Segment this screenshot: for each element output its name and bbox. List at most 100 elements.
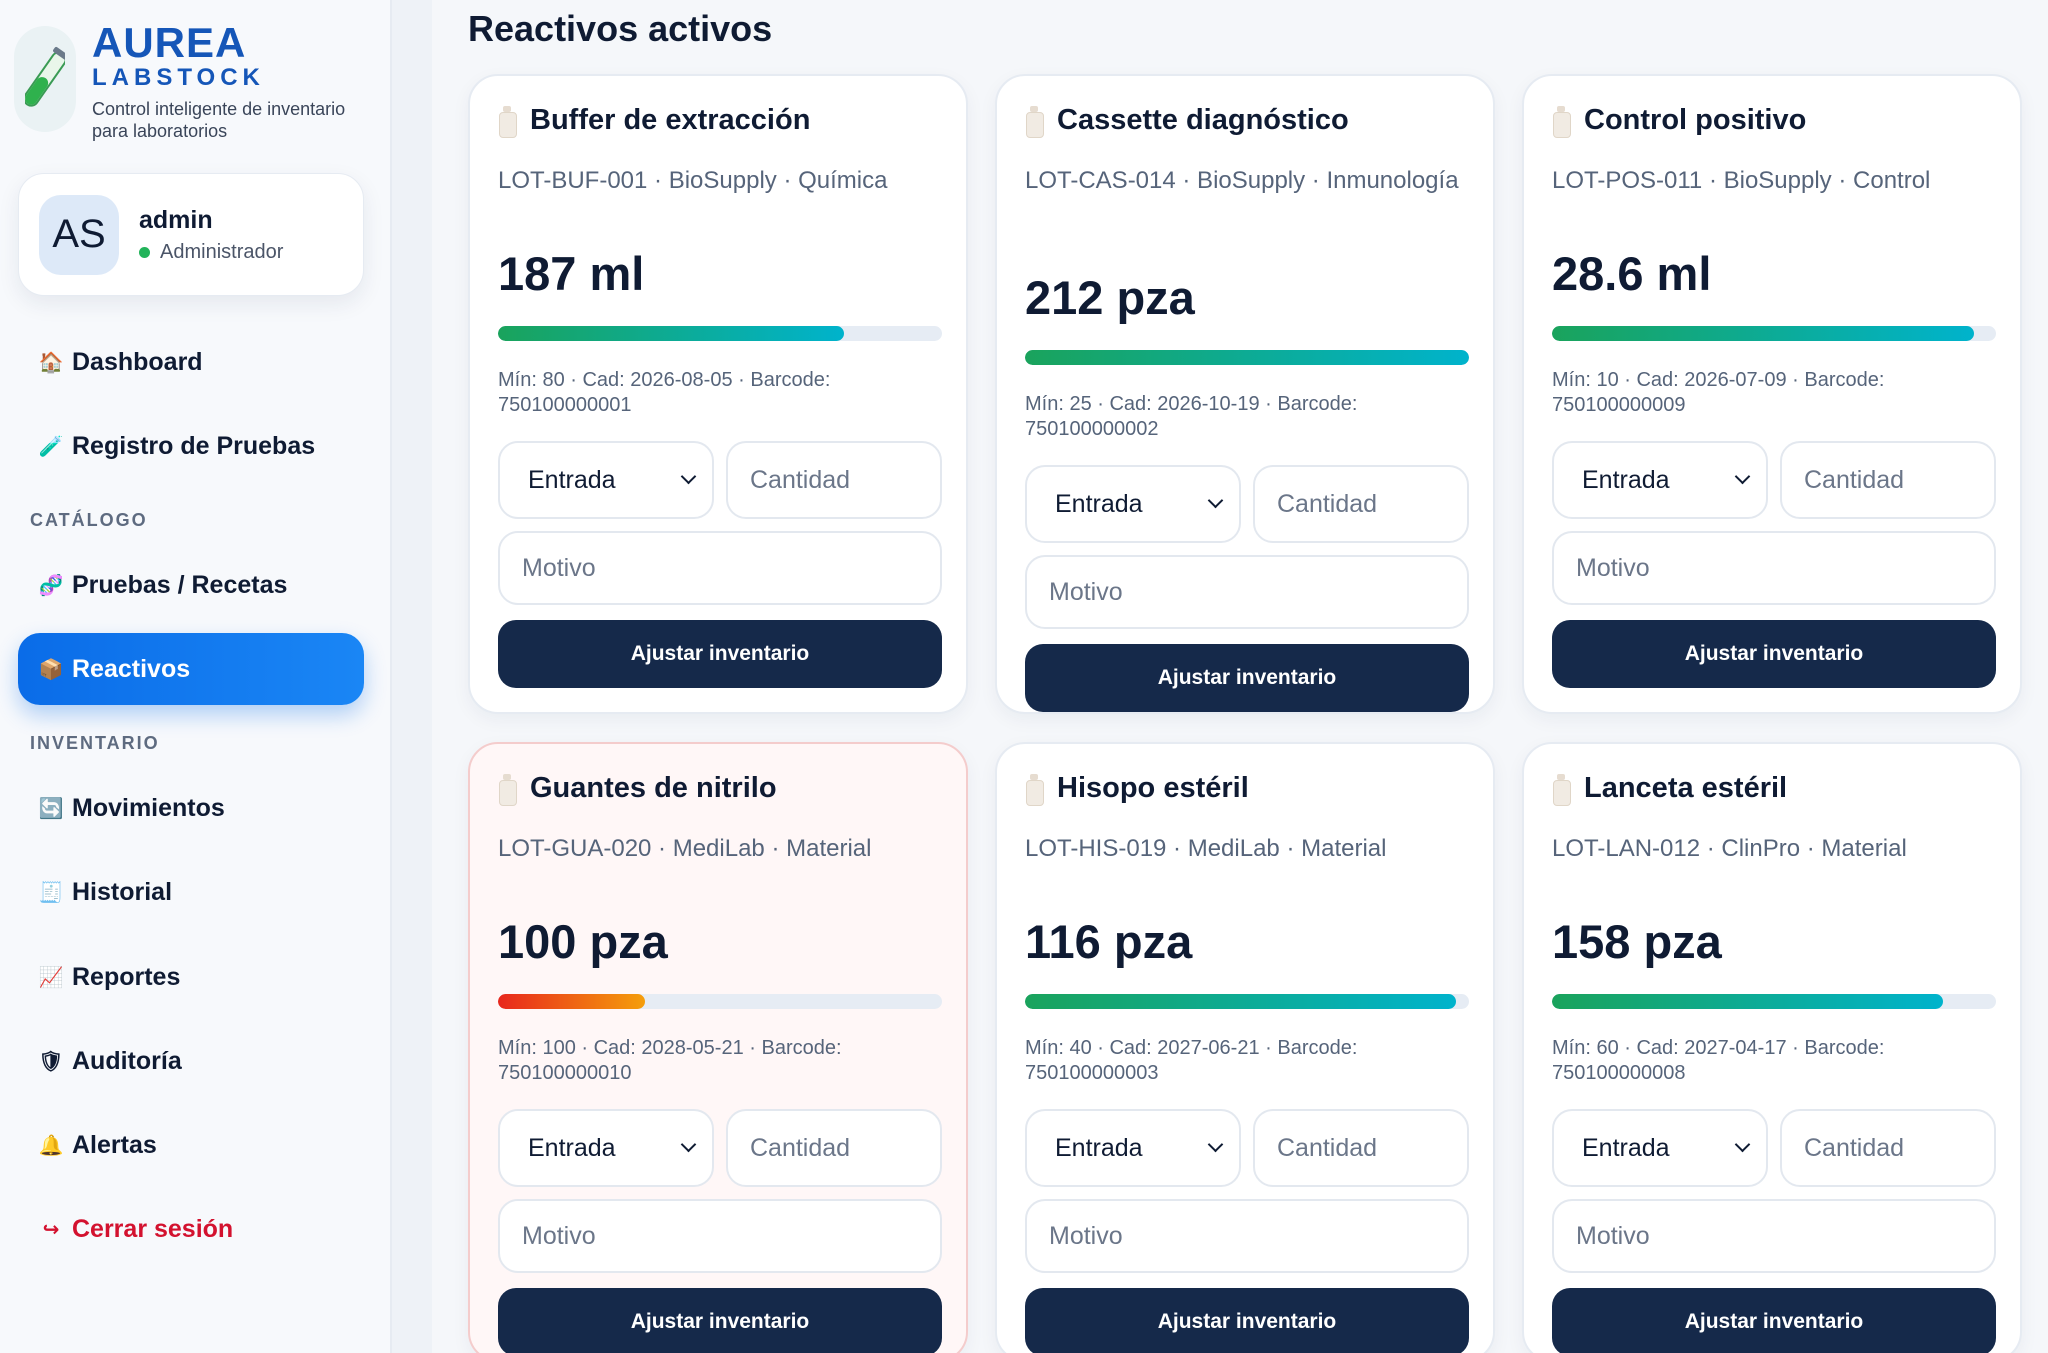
online-status-dot <box>139 246 150 258</box>
package-icon: 📦 <box>38 658 64 681</box>
nav-item-historial[interactable]: 🧾 Historial <box>18 856 364 928</box>
bottle-icon <box>1552 105 1571 138</box>
adjust-inventory-button[interactable]: Ajustar inventario <box>498 1288 942 1353</box>
reason-input[interactable]: Motivo <box>1552 531 1996 605</box>
nav-label: Reportes <box>72 962 181 991</box>
reason-placeholder: Motivo <box>522 1221 596 1250</box>
quantity-input[interactable]: Cantidad <box>726 441 942 519</box>
reagent-quantity: 28.6 ml <box>1552 247 1712 300</box>
reason-input[interactable]: Motivo <box>498 531 942 605</box>
adjust-inventory-button[interactable]: Ajustar inventario <box>1552 620 1996 688</box>
quantity-placeholder: Cantidad <box>1277 1133 1378 1162</box>
nav-item-movimientos[interactable]: 🔄 Movimientos <box>18 772 364 844</box>
logout-link[interactable]: ↪ Cerrar sesión <box>18 1193 364 1265</box>
quantity-input[interactable]: Cantidad <box>1780 1109 1996 1187</box>
movement-type-value: Entrada <box>1582 465 1670 494</box>
movement-type-select[interactable]: Entrada <box>498 1109 714 1187</box>
nav-item-registro-pruebas[interactable]: 🧪 Registro de Pruebas <box>18 410 364 482</box>
quantity-input[interactable]: Cantidad <box>1780 441 1996 519</box>
reagent-name-text: Lanceta estéril <box>1584 772 1788 804</box>
reagent-name: Guantes de nitrilo <box>498 772 777 806</box>
reagent-card: Lanceta estéril LOT-LAN-012 · ClinPro · M… <box>1522 742 2022 1353</box>
bell-icon: 🔔 <box>38 1134 64 1157</box>
quantity-placeholder: Cantidad <box>1277 489 1378 518</box>
stock-level-fill <box>1025 994 1456 1009</box>
reagent-name: Buffer de extracción <box>498 104 810 138</box>
reason-placeholder: Motivo <box>1576 553 1650 582</box>
page-title: Reactivos activos <box>468 8 773 49</box>
movement-type-select[interactable]: Entrada <box>1025 465 1241 543</box>
adjust-inventory-button[interactable]: Ajustar inventario <box>1025 1288 1469 1353</box>
section-label-inventario: INVENTARIO <box>30 733 160 753</box>
reagent-card: Buffer de extracción LOT-BUF-001 · BioSup… <box>468 74 968 714</box>
movement-type-value: Entrada <box>1055 1133 1143 1162</box>
reagent-quantity: 158 pza <box>1552 915 1722 968</box>
user-role: Administrador <box>139 241 283 264</box>
bottle-icon <box>1552 773 1571 806</box>
reason-input[interactable]: Motivo <box>498 1199 942 1273</box>
reason-input[interactable]: Motivo <box>1025 1199 1469 1273</box>
main-content: Reactivos activos Buffer de extracción LO… <box>432 0 2048 1353</box>
section-label-catalogo: CATÁLOGO <box>30 510 148 530</box>
movement-type-select[interactable]: Entrada <box>1025 1109 1241 1187</box>
reagent-name-text: Cassette diagnóstico <box>1057 104 1349 136</box>
reagent-info: Mín: 25 · Cad: 2026-10-19 · Barcode: 750… <box>1025 393 1358 440</box>
house-icon: 🏠 <box>38 351 64 374</box>
stock-level-bar <box>1552 326 1996 341</box>
nav-label: Pruebas / Recetas <box>72 570 288 599</box>
reagent-quantity: 116 pza <box>1025 915 1193 968</box>
movement-type-select[interactable]: Entrada <box>498 441 714 519</box>
avatar: AS <box>39 194 119 275</box>
reason-placeholder: Motivo <box>1576 1221 1650 1250</box>
bottle-icon <box>498 773 517 806</box>
reagent-meta: LOT-HIS-019 · MediLab · Material <box>1025 835 1387 862</box>
nav-label: Movimientos <box>72 793 225 822</box>
user-role-label: Administrador <box>160 240 284 263</box>
quantity-input[interactable]: Cantidad <box>726 1109 942 1187</box>
nav-item-dashboard[interactable]: 🏠 Dashboard <box>18 326 364 398</box>
brand-title: AUREA <box>92 19 247 66</box>
nav-item-auditoria[interactable]: 🛡 Auditoría <box>18 1025 364 1097</box>
stock-level-bar <box>1552 994 1996 1009</box>
stock-level-bar <box>498 994 942 1009</box>
reagent-meta: LOT-LAN-012 · ClinPro · Material <box>1552 835 1907 862</box>
adjust-inventory-button[interactable]: Ajustar inventario <box>498 620 942 688</box>
quantity-input[interactable]: Cantidad <box>1253 465 1469 543</box>
reagent-meta: LOT-POS-011 · BioSupply · Control <box>1552 167 1931 194</box>
stock-level-fill <box>1025 350 1469 365</box>
quantity-input[interactable]: Cantidad <box>1253 1109 1469 1187</box>
nav-item-pruebas-recetas[interactable]: 🧬 Pruebas / Recetas <box>18 549 364 621</box>
reason-placeholder: Motivo <box>522 553 596 582</box>
chevron-down-icon <box>680 468 697 485</box>
nav-item-alertas[interactable]: 🔔 Alertas <box>18 1109 364 1181</box>
stock-level-fill <box>1552 994 1943 1009</box>
reason-placeholder: Motivo <box>1049 1221 1123 1250</box>
nav-item-reportes[interactable]: 📈 Reportes <box>18 941 364 1013</box>
reagent-meta: LOT-CAS-014 · BioSupply · Inmunología <box>1025 167 1459 194</box>
reason-input[interactable]: Motivo <box>1552 1199 1996 1273</box>
stock-level-fill <box>498 326 845 341</box>
reagent-name: Lanceta estéril <box>1552 772 1788 806</box>
refresh-icon: 🔄 <box>38 797 64 820</box>
stock-level-bar <box>1025 994 1469 1009</box>
nav-item-reactivos[interactable]: 📦 Reactivos <box>18 633 364 705</box>
movement-type-value: Entrada <box>1582 1133 1670 1162</box>
reagent-info: Mín: 100 · Cad: 2028-05-21 · Barcode: 75… <box>498 1037 842 1084</box>
nav-label: Alertas <box>72 1130 157 1159</box>
reagent-name-text: Control positivo <box>1584 104 1807 136</box>
reagent-name-text: Guantes de nitrilo <box>530 772 777 804</box>
movement-type-value: Entrada <box>1055 489 1143 518</box>
reagent-quantity: 212 pza <box>1025 271 1195 324</box>
stock-level-fill <box>1552 326 1974 341</box>
adjust-inventory-button[interactable]: Ajustar inventario <box>1552 1288 1996 1353</box>
reason-input[interactable]: Motivo <box>1025 555 1469 629</box>
movement-type-select[interactable]: Entrada <box>1552 441 1768 519</box>
movement-type-select[interactable]: Entrada <box>1552 1109 1768 1187</box>
reagent-name: Hisopo estéril <box>1025 772 1249 806</box>
nav-label: Historial <box>72 877 173 906</box>
adjust-inventory-button[interactable]: Ajustar inventario <box>1025 644 1469 712</box>
nav-label: Reactivos <box>72 654 191 683</box>
dna-icon: 🧬 <box>38 574 64 597</box>
nav-label: Dashboard <box>72 347 203 376</box>
reagent-name-text: Hisopo estéril <box>1057 772 1249 804</box>
